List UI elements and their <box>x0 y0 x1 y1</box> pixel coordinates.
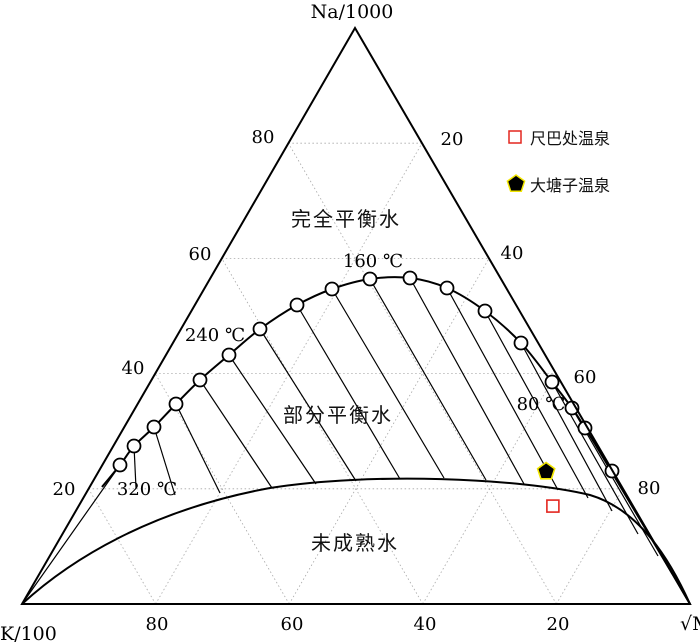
isotherm-line <box>446 287 559 491</box>
tick-bottom-60: 60 <box>281 614 304 635</box>
legend-label-datangzi: 大塘子温泉 <box>530 176 610 195</box>
isotherm-line <box>259 328 357 482</box>
triangle-frame <box>20 26 692 605</box>
tick-right-40: 40 <box>501 243 524 264</box>
legend: 尺巴处温泉 大塘子温泉 <box>506 129 610 195</box>
isotherm-line <box>21 464 121 605</box>
isotherm-marker-circle <box>513 335 529 351</box>
isotherm-marker-circle <box>112 457 128 473</box>
isotherm-lines <box>21 277 685 605</box>
tick-right-60: 60 <box>574 367 597 388</box>
isotherm-line <box>409 277 525 485</box>
isotherm-marker-circle <box>477 303 493 319</box>
isotherm-label-240: 240 ℃ <box>185 325 245 346</box>
isotherm-line <box>520 342 613 512</box>
legend-marker-pentagon <box>506 174 526 193</box>
isotherm-line <box>331 288 445 479</box>
isotherm-marker-circle <box>324 281 340 297</box>
grid <box>88 142 624 605</box>
isotherm-label-80: 80 ℃ <box>517 394 566 415</box>
isotherm-marker-circle <box>168 396 184 412</box>
tick-bottom-80: 80 <box>146 614 169 635</box>
isotherm-line <box>484 310 589 499</box>
tick-bottom-40: 40 <box>414 614 437 635</box>
region-label-full-equilibrium: 完全平衡水 <box>291 207 401 231</box>
grid-line-mg-40 <box>288 258 490 605</box>
isotherm-marker-circle <box>544 374 560 390</box>
apex-label-k: K/100 <box>0 623 57 644</box>
isotherm-line <box>153 426 176 496</box>
isotherm-label-160: 160 ℃ <box>343 251 403 272</box>
grid-line-mg-20 <box>155 142 423 605</box>
apex-label-mg: √Mg <box>680 613 700 635</box>
grid-line-mg-60 <box>422 373 557 605</box>
isotherm-marker-circle <box>146 419 162 435</box>
grid-line-k-60 <box>154 373 290 605</box>
isotherm-marker-circle <box>289 297 305 313</box>
tick-bottom-20: 20 <box>547 614 570 635</box>
tick-right-80: 80 <box>638 478 661 499</box>
region-label-partial-equilibrium: 部分平衡水 <box>283 403 393 427</box>
isotherm-marker-circle <box>402 270 418 286</box>
region-label-immature: 未成熟水 <box>311 531 399 555</box>
grid-line-k-80 <box>88 488 156 605</box>
isotherm-line <box>296 304 401 480</box>
immature-boundary-curve <box>21 477 691 605</box>
sample-point-datangzi <box>536 461 556 480</box>
isotherm-marker-circle <box>221 347 237 363</box>
legend-label-chibachu: 尺巴处温泉 <box>530 129 610 148</box>
tick-left-40: 40 <box>122 358 145 379</box>
isotherm-marker-circle <box>192 372 208 388</box>
isotherm-markers <box>112 270 620 479</box>
tick-right-20: 20 <box>441 129 464 150</box>
sample-points <box>536 461 560 513</box>
isotherm-marker-circle <box>126 438 142 454</box>
triangle-outline <box>20 26 692 605</box>
apex-label-na: Na/1000 <box>311 1 394 23</box>
legend-marker-square <box>508 130 522 144</box>
grid-line-k-20 <box>288 142 557 605</box>
grid-line-k-40 <box>221 258 424 605</box>
tick-left-60: 60 <box>189 244 212 265</box>
tick-left-20: 20 <box>53 479 76 500</box>
isotherm-line <box>228 354 317 485</box>
isotherm-line <box>369 278 487 481</box>
isotherm-line <box>175 403 221 494</box>
sample-point-chibachu <box>546 499 560 513</box>
isotherm-marker-circle <box>362 271 378 287</box>
isotherm-marker-circle <box>439 280 455 296</box>
tick-left-80: 80 <box>252 127 275 148</box>
isotherm-marker-circle <box>252 321 268 337</box>
isotherm-line <box>199 379 273 489</box>
isotherm-label-320: 320 ℃ <box>117 479 177 500</box>
